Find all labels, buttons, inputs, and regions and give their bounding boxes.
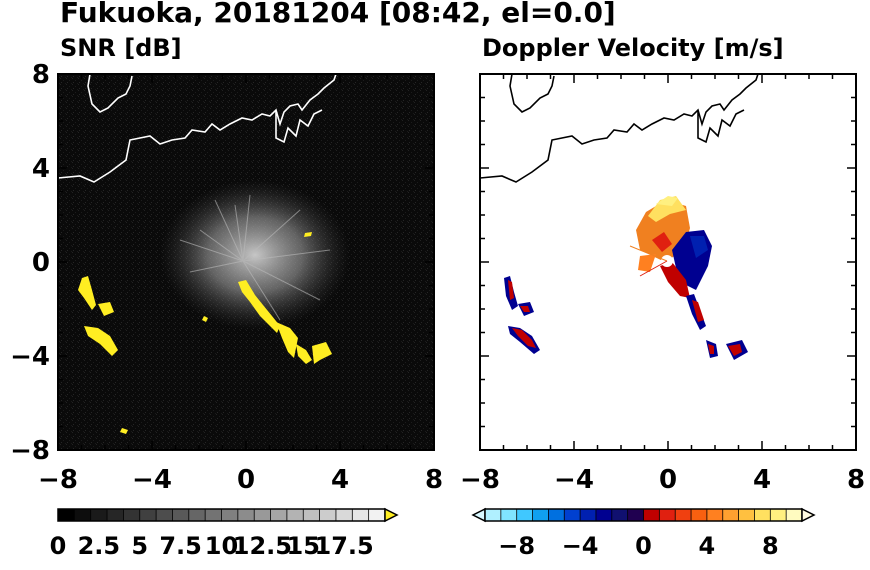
- colorbar-swatch: [500, 509, 518, 521]
- velocity-colorbar: −8 −4 0 4 8: [471, 507, 816, 560]
- snr-ground-clutter: [160, 180, 350, 330]
- velocity-panel: −8 −4 0 4 8 −8 −4 0 4 8: [460, 73, 865, 560]
- colorbar-swatch: [611, 509, 629, 521]
- colorbar-swatch: [352, 509, 370, 521]
- colorbar-tick-label: 12.5: [233, 532, 292, 560]
- y-tick-label: 4: [32, 154, 50, 184]
- colorbar-swatch: [564, 509, 581, 521]
- colorbar-tick-label: −8: [498, 532, 535, 560]
- colorbar-swatch: [74, 509, 92, 521]
- colorbar-swatch: [254, 509, 271, 521]
- colorbar-swatch: [237, 509, 255, 521]
- snr-echo-band-southeast: [238, 280, 332, 364]
- y-tick-label: 8: [32, 60, 50, 90]
- colorbar-swatch: [706, 509, 724, 521]
- x-tick-label: 8: [847, 465, 865, 495]
- colorbar-swatch: [123, 509, 141, 521]
- y-tick-label: −4: [10, 342, 50, 372]
- snr-axis-ticks: −8 −4 0 4 8 8 4 0 −4 −8: [10, 60, 443, 495]
- colorbar-swatch: [90, 509, 108, 521]
- colorbar-tick-label: 0: [635, 532, 652, 560]
- x-tick-label: −8: [38, 465, 78, 495]
- snr-coastline: [58, 74, 337, 183]
- colorbar-swatch: [221, 509, 239, 521]
- colorbar-swatch: [643, 509, 660, 521]
- colorbar-swatch: [303, 509, 320, 521]
- colorbar-swatch: [335, 509, 353, 521]
- colorbar-swatch: [627, 509, 644, 521]
- colorbar-tick-label: 10: [205, 532, 238, 560]
- y-tick-label: 0: [32, 248, 50, 278]
- velocity-coastline: [480, 74, 759, 183]
- colorbar-swatch: [319, 509, 337, 521]
- colorbar-tick-label: 0: [50, 532, 67, 560]
- colorbar-swatch: [595, 509, 613, 521]
- colorbar-swatch: [532, 509, 549, 521]
- colorbar-swatch: [156, 509, 173, 521]
- snr-panel-title: SNR [dB]: [60, 34, 182, 62]
- x-tick-label: 0: [659, 465, 677, 495]
- colorbar-tick-label: −4: [562, 532, 599, 560]
- colorbar-tick-label: 4: [699, 532, 716, 560]
- colorbar-swatch: [548, 509, 565, 521]
- colorbar-swatch: [675, 509, 692, 521]
- colorbar-swatch: [580, 509, 597, 521]
- colorbar-tick-label: 15: [287, 532, 320, 560]
- velocity-clutter-area: [629, 196, 712, 298]
- colorbar-swatch: [58, 509, 75, 521]
- snr-clutter-rays: [179, 194, 331, 321]
- colorbar-swatch: [516, 509, 533, 521]
- colorbar-swatch: [691, 509, 708, 521]
- colorbar-swatch: [659, 509, 676, 521]
- colorbar-swatch: [485, 509, 502, 521]
- colorbar-swatch: [107, 509, 124, 521]
- colorbar-swatch: [722, 509, 739, 521]
- snr-echo-fleck: [304, 232, 312, 237]
- colorbar-swatch: [205, 509, 222, 521]
- x-tick-label: −8: [460, 465, 500, 495]
- velocity-echo-band-west: [504, 276, 540, 354]
- x-tick-label: −4: [554, 465, 594, 495]
- colorbar-swatch: [270, 509, 288, 521]
- velocity-panel-title: Doppler Velocity [m/s]: [482, 34, 784, 62]
- colorbar-tick-label: 8: [762, 532, 779, 560]
- x-tick-label: 4: [331, 465, 349, 495]
- colorbar-swatch: [738, 509, 755, 521]
- y-tick-label: −8: [10, 436, 50, 466]
- velocity-axis-ticks: −8 −4 0 4 8: [460, 73, 865, 495]
- colorbar-tick-label: 7.5: [159, 532, 202, 560]
- colorbar-swatch: [368, 509, 386, 521]
- colorbar-over-triangle: [801, 507, 816, 523]
- colorbar-swatch: [286, 509, 304, 521]
- colorbar-swatch: [786, 509, 803, 521]
- colorbar-under-triangle: [471, 507, 486, 523]
- x-tick-label: 4: [753, 465, 771, 495]
- colorbar-swatch: [754, 509, 771, 521]
- snr-echo-band-west: [78, 276, 118, 356]
- colorbar-tick-label: 17.5: [315, 532, 374, 560]
- x-tick-label: 0: [237, 465, 255, 495]
- x-tick-label: 8: [425, 465, 443, 495]
- colorbar-swatch: [172, 509, 190, 521]
- colorbar-swatch: [770, 509, 787, 521]
- colorbar-tick-label: 5: [131, 532, 148, 560]
- figure-title: Fukuoka, 20181204 [08:42, el=0.0]: [60, 0, 616, 29]
- colorbar-over-triangle: [384, 507, 399, 523]
- colorbar-swatch: [188, 509, 206, 521]
- snr-echo-fleck: [202, 316, 208, 322]
- x-tick-label: −4: [132, 465, 172, 495]
- snr-echo-fleck: [120, 428, 128, 434]
- colorbar-tick-label: 2.5: [78, 532, 121, 560]
- velocity-echo-band-southeast: [686, 294, 748, 360]
- colorbar-swatch: [139, 509, 157, 521]
